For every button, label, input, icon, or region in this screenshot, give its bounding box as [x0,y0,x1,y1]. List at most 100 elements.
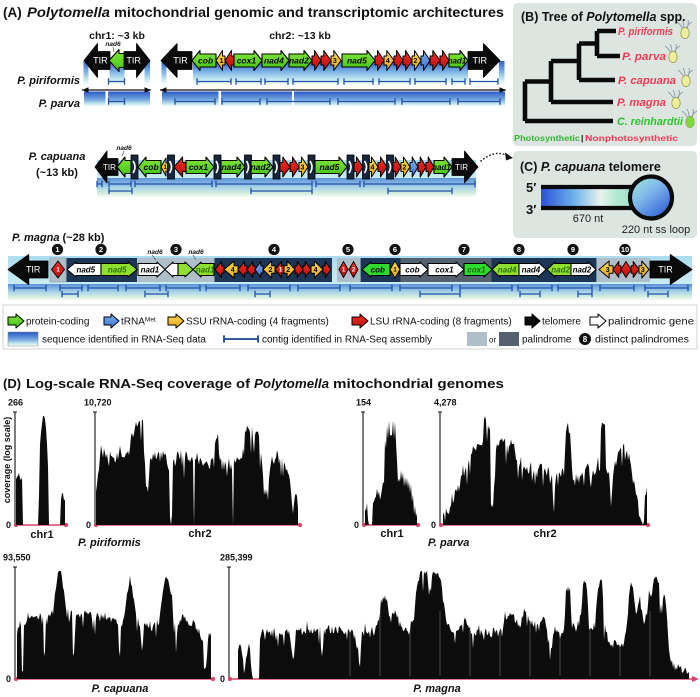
svg-text:Nonphotosynthetic: Nonphotosynthetic [585,133,678,143]
svg-text:(C) P. capuana telomere: (C) P. capuana telomere [520,160,661,174]
svg-text:nad4: nad4 [264,56,284,66]
svg-text:nad6: nad6 [147,249,163,256]
svg-text:670 nt: 670 nt [573,213,604,225]
svg-text:nad5: nad5 [108,265,127,274]
svg-text:nad5: nad5 [319,162,339,172]
svg-text:2: 2 [352,268,356,274]
svg-text:3: 3 [333,58,337,65]
svg-text:|: | [581,133,583,143]
svg-text:P. piriformis: P. piriformis [17,75,80,87]
svg-text:coverage (log scale): coverage (log scale) [2,417,12,504]
svg-text:chr1: ~3 kb: chr1: ~3 kb [89,30,145,42]
svg-text:nad1: nad1 [432,163,451,172]
svg-text:2: 2 [402,165,406,172]
svg-text:P. parva: P. parva [622,51,666,63]
svg-text:nad1: nad1 [141,265,160,274]
svg-text:1: 1 [279,268,283,274]
svg-text:P. piriformis: P. piriformis [78,537,141,549]
svg-text:mitochondrial genomes: mitochondrial genomes [333,376,504,391]
svg-text:1: 1 [56,268,60,274]
svg-text:10: 10 [621,245,629,254]
svg-text:chr1: chr1 [30,529,53,541]
svg-text:tRNAMet: tRNAMet [121,317,156,328]
svg-text:P. piriformis: P. piriformis [618,26,673,38]
svg-text:TIR: TIR [26,265,41,275]
svg-text:Photosynthetic: Photosynthetic [514,133,580,143]
svg-text:TIR: TIR [93,56,108,66]
svg-text:285,399: 285,399 [220,553,253,563]
svg-text:0: 0 [6,674,11,684]
svg-text:nad2: nad2 [250,162,270,172]
svg-text:5: 5 [346,245,350,254]
svg-text:chr2: chr2 [533,528,556,540]
svg-text:C. reinhardtii: C. reinhardtii [617,116,684,128]
svg-text:0: 0 [220,674,225,684]
svg-text:nad2: nad2 [573,265,592,274]
svg-text:palindrome: palindrome [522,335,572,346]
svg-text:2: 2 [99,245,103,254]
svg-text:cox1: cox1 [189,162,209,172]
svg-text:nad6: nad6 [188,249,204,256]
svg-text:0: 0 [6,520,11,530]
svg-text:P. parva: P. parva [428,537,469,549]
svg-text:154: 154 [356,398,371,408]
svg-text:nad1: nad1 [196,265,215,274]
svg-text:2: 2 [286,267,290,274]
svg-text:9: 9 [571,245,575,254]
svg-text:P. magna (~28 kb): P. magna (~28 kb) [12,232,105,244]
svg-text:nad4: nad4 [498,265,517,274]
svg-text:5′: 5′ [526,180,536,195]
svg-text:nad4: nad4 [522,265,541,274]
svg-text:6: 6 [393,245,397,254]
svg-text:(~13 kb): (~13 kb) [36,167,78,179]
svg-text:mitochondrial genomic and tran: mitochondrial genomic and transcriptomic… [114,5,504,20]
svg-text:(B) Tree of Polytomella spp.: (B) Tree of Polytomella spp. [521,10,686,24]
svg-text:Polytomella: Polytomella [27,5,111,20]
svg-text:4: 4 [272,245,277,254]
svg-text:nad6: nad6 [105,41,121,48]
svg-text:cox1: cox1 [435,265,454,274]
svg-text:8: 8 [517,245,521,254]
svg-text:1: 1 [164,165,168,171]
svg-text:P. capuana: P. capuana [618,75,676,87]
svg-text:cox1: cox1 [467,265,486,274]
svg-text:TIR: TIR [473,56,488,66]
svg-text:P. capuana: P. capuana [29,151,86,163]
svg-text:TIR: TIR [126,56,141,66]
svg-text:TIR: TIR [658,265,673,275]
svg-text:4: 4 [386,58,390,65]
svg-text:nad1: nad1 [448,56,467,65]
svg-text:P. capuana: P. capuana [92,683,149,695]
svg-text:2: 2 [268,267,272,274]
svg-text:(D): (D) [3,376,21,391]
svg-text:4: 4 [370,165,374,172]
svg-text:3: 3 [606,267,610,274]
svg-text:3: 3 [300,165,304,172]
svg-text:(A): (A) [3,5,22,20]
svg-text:220 nt ss loop: 220 nt ss loop [622,224,691,236]
svg-text:3′: 3′ [526,202,536,217]
svg-text:sequence identified in RNA-Seq: sequence identified in RNA-Seq data [42,335,206,346]
svg-text:8: 8 [583,335,588,344]
svg-text:1: 1 [220,58,224,65]
svg-text:4: 4 [231,267,235,274]
svg-text:cox1: cox1 [237,56,257,66]
svg-text:chr2: ~13 kb: chr2: ~13 kb [269,30,331,42]
svg-text:Log-scale RNA-Seq coverage of: Log-scale RNA-Seq coverage of [26,376,251,391]
svg-text:contig identified in RNA-Seq a: contig identified in RNA-Seq assembly [262,335,432,346]
svg-text:TIR: TIR [173,56,188,66]
svg-text:0: 0 [354,520,359,530]
svg-text:chr1: chr1 [380,528,403,540]
svg-text:1: 1 [393,268,397,274]
svg-text:LSU rRNA-coding (8 fragments): LSU rRNA-coding (8 fragments) [370,317,512,328]
svg-text:1: 1 [55,245,59,254]
svg-text:7: 7 [462,245,466,254]
svg-text:3: 3 [641,267,645,274]
svg-text:chr2: chr2 [188,528,211,540]
svg-text:nad5: nad5 [76,265,95,274]
svg-text:P. parva: P. parva [39,98,80,110]
svg-text:3: 3 [174,245,178,254]
svg-text:nad2: nad2 [551,265,570,274]
svg-text:cob: cob [198,56,213,66]
svg-text:or: or [489,336,496,345]
